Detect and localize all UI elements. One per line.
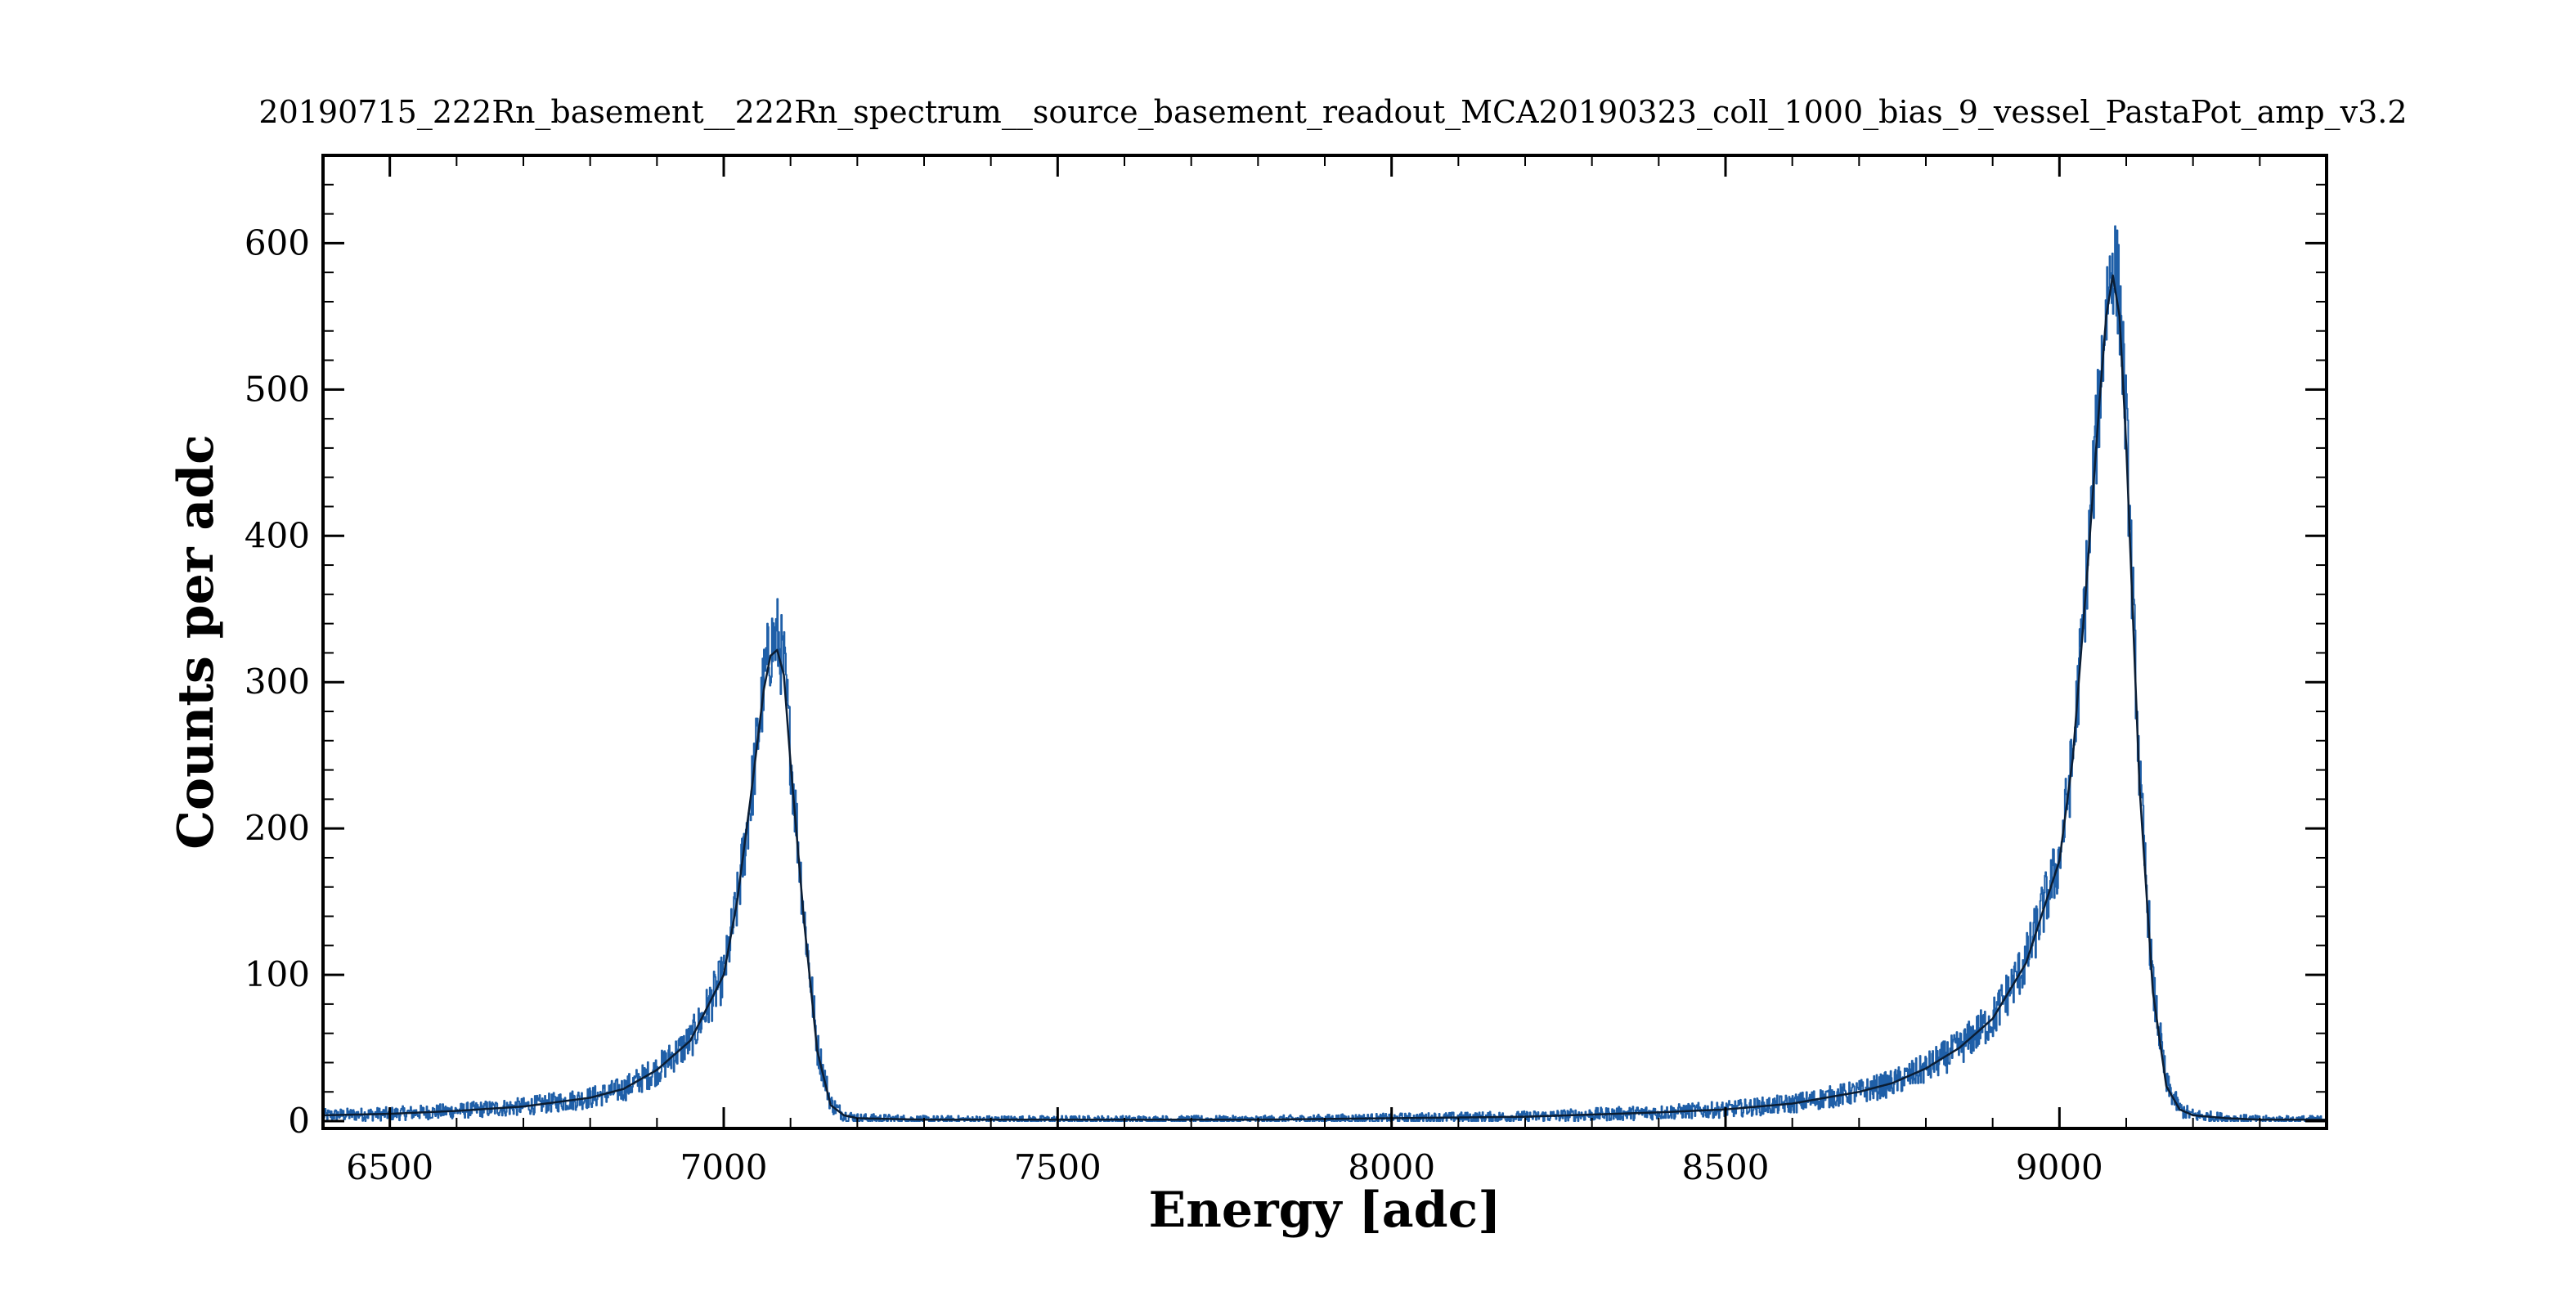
x-tick-label: 8500	[1682, 1147, 1770, 1187]
y-tick-label: 400	[245, 515, 310, 555]
y-tick-label: 500	[245, 369, 310, 409]
spectrum-series-smoothed	[322, 274, 2327, 1121]
x-tick-label: 7000	[680, 1147, 768, 1187]
y-tick-label: 100	[245, 954, 310, 994]
y-tick-label: 200	[245, 808, 310, 848]
x-tick-label: 6500	[346, 1147, 433, 1187]
x-tick-label: 9000	[2016, 1147, 2103, 1187]
spectrum-series-raw	[322, 225, 2327, 1123]
chart-title: 20190715_222Rn_basement__222Rn_spectrum_…	[258, 94, 2407, 131]
x-tick-label: 7500	[1014, 1147, 1102, 1187]
y-tick-label: 600	[245, 222, 310, 262]
plot-frame	[321, 154, 2328, 1130]
y-tick-label: 300	[245, 662, 310, 702]
x-axis-label: Energy [adc]	[1149, 1182, 1501, 1239]
y-tick-label: 0	[288, 1101, 310, 1141]
x-tick-label: 8000	[1348, 1147, 1435, 1187]
y-axis-label: Counts per adc	[168, 434, 225, 849]
